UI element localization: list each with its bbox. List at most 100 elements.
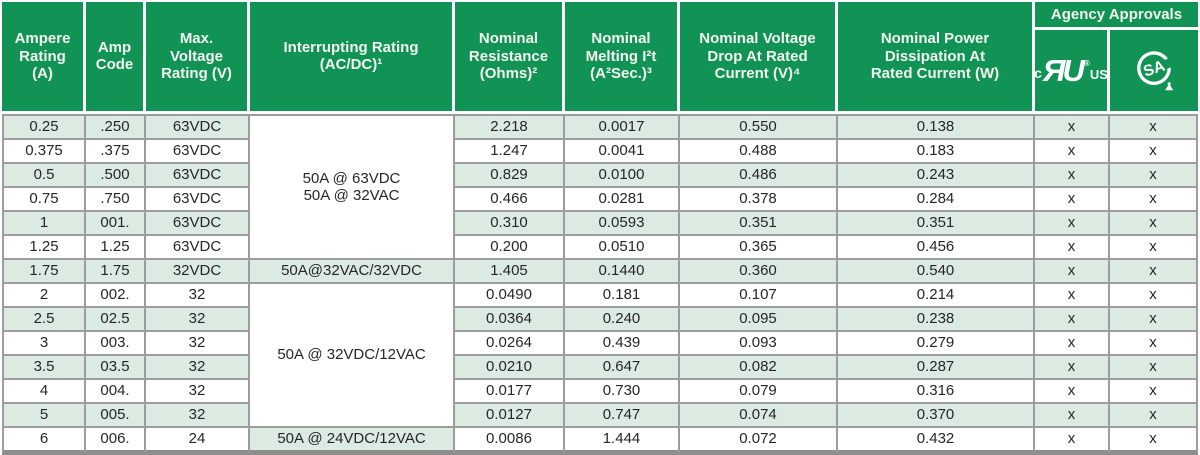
header-max-voltage: Max. Voltage Rating (V) [146,2,250,114]
table-row: 0.75.750 63VDC 0.466 0.0281 0.378 0.284 x x [2,187,1198,212]
cell-csa-approval: x [1110,307,1198,332]
cell-max-voltage: 32 [146,307,250,332]
cell-max-voltage: 32 [146,331,250,356]
cell-nominal-resistance: 0.0364 [455,307,565,332]
cell-nominal-melting-i2t: 0.439 [565,331,680,356]
cell-voltage-drop: 0.351 [680,211,838,236]
cell-nominal-resistance: 0.0177 [455,379,565,404]
header-amp-code: Amp Code [86,2,146,114]
cell-interrupting-rating: 50A@32VAC/32VDC [250,259,455,284]
cell-amp-code: 003. [86,331,146,356]
cell-voltage-drop: 0.365 [680,235,838,260]
cell-voltage-drop: 0.488 [680,139,838,164]
ul-recognized-icon: c ЯU ® US [1034,52,1108,88]
cell-nominal-resistance: 0.200 [455,235,565,260]
cell-nominal-melting-i2t: 0.0100 [565,163,680,188]
cell-ul-approval: x [1035,139,1110,164]
cell-power-dissipation: 0.183 [838,139,1035,164]
cell-amp-code: .500 [86,163,146,188]
cell-power-dissipation: 0.351 [838,211,1035,236]
cell-amp-code: .250 [86,113,146,140]
cell-power-dissipation: 0.243 [838,163,1035,188]
cell-ul-approval: x [1035,307,1110,332]
cell-ul-approval: x [1035,427,1110,455]
ul-ru-mark: ЯU [1042,52,1085,88]
cell-nominal-melting-i2t: 0.181 [565,283,680,308]
cell-power-dissipation: 0.456 [838,235,1035,260]
cell-nominal-melting-i2t: 0.747 [565,403,680,428]
header-agency-approvals: Agency Approvals [1035,2,1198,30]
cell-nominal-melting-i2t: 0.0593 [565,211,680,236]
cell-ampere-rating: 3.5 [2,355,86,380]
cell-nominal-resistance: 1.247 [455,139,565,164]
cell-ul-approval: x [1035,331,1110,356]
ul-c-mark: c [1034,65,1042,82]
cell-csa-approval: x [1110,403,1198,428]
cell-nominal-melting-i2t: 1.444 [565,427,680,455]
cell-nominal-resistance: 0.466 [455,187,565,212]
cell-ul-approval: x [1035,259,1110,284]
cell-power-dissipation: 0.238 [838,307,1035,332]
cell-voltage-drop: 0.082 [680,355,838,380]
cell-ampere-rating: 4 [2,379,86,404]
table-row: 0.375.375 63VDC 1.247 0.0041 0.488 0.183 x x [2,139,1198,164]
cell-power-dissipation: 0.279 [838,331,1035,356]
cell-voltage-drop: 0.074 [680,403,838,428]
header-csa-column: SA [1110,30,1198,114]
cell-nominal-melting-i2t: 0.0041 [565,139,680,164]
cell-max-voltage: 32VDC [146,259,250,284]
cell-amp-code: .375 [86,139,146,164]
cell-power-dissipation: 0.214 [838,283,1035,308]
cell-power-dissipation: 0.316 [838,379,1035,404]
cell-voltage-drop: 0.072 [680,427,838,455]
cell-csa-approval: x [1110,211,1198,236]
cell-ampere-rating: 5 [2,403,86,428]
cell-ampere-rating: 6 [2,427,86,455]
cell-max-voltage: 32 [146,283,250,308]
cell-ampere-rating: 1 [2,211,86,236]
cell-csa-approval: x [1110,331,1198,356]
svg-text:SA: SA [1141,58,1167,81]
table-row: 4 004. 32 0.0177 0.730 0.079 0.316 x x [2,379,1198,404]
cell-ul-approval: x [1035,355,1110,380]
cell-voltage-drop: 0.095 [680,307,838,332]
cell-amp-code: 006. [86,427,146,455]
cell-nominal-resistance: 0.310 [455,211,565,236]
table-row: 0.5.500 63VDC 0.829 0.0100 0.486 0.243 x x [2,163,1198,188]
csa-icon: SA [1110,30,1198,111]
cell-max-voltage: 32 [146,355,250,380]
cell-max-voltage: 63VDC [146,139,250,164]
table-row: 1.75 1.75 32VDC 50A@32VAC/32VDC 1.405 0.1440 0… [2,259,1198,284]
cell-nominal-melting-i2t: 0.647 [565,355,680,380]
cell-nominal-resistance: 0.0490 [455,283,565,308]
cell-ampere-rating: 3 [2,331,86,356]
cell-nominal-resistance: 1.405 [455,259,565,284]
cell-csa-approval: x [1110,259,1198,284]
cell-csa-approval: x [1110,235,1198,260]
table-row: 3 003. 32 0.0264 0.439 0.093 0.279 x x [2,331,1198,356]
cell-max-voltage: 63VDC [146,113,250,140]
cell-interrupting-rating: 50A @ 24VDC/12VAC [250,427,455,455]
cell-amp-code: 004. [86,379,146,404]
cell-amp-code: 02.5 [86,307,146,332]
cell-nominal-resistance: 2.218 [455,113,565,140]
ul-us-mark: US [1089,67,1108,83]
header-nominal-resistance: Nominal Resistance (Ohms)² [455,2,565,114]
ul-registered-mark: ® [1083,58,1090,68]
cell-voltage-drop: 0.079 [680,379,838,404]
cell-nominal-melting-i2t: 0.0281 [565,187,680,212]
cell-amp-code: 03.5 [86,355,146,380]
cell-power-dissipation: 0.284 [838,187,1035,212]
cell-max-voltage: 63VDC [146,211,250,236]
cell-ul-approval: x [1035,379,1110,404]
cell-max-voltage: 63VDC [146,187,250,212]
cell-max-voltage: 63VDC [146,163,250,188]
cell-interrupting-rating: 50A @ 32VDC/12VAC [250,283,455,428]
cell-nominal-resistance: 0.0086 [455,427,565,455]
cell-ampere-rating: 0.375 [2,139,86,164]
cell-nominal-melting-i2t: 0.1440 [565,259,680,284]
cell-csa-approval: x [1110,139,1198,164]
cell-voltage-drop: 0.360 [680,259,838,284]
cell-csa-approval: x [1110,163,1198,188]
